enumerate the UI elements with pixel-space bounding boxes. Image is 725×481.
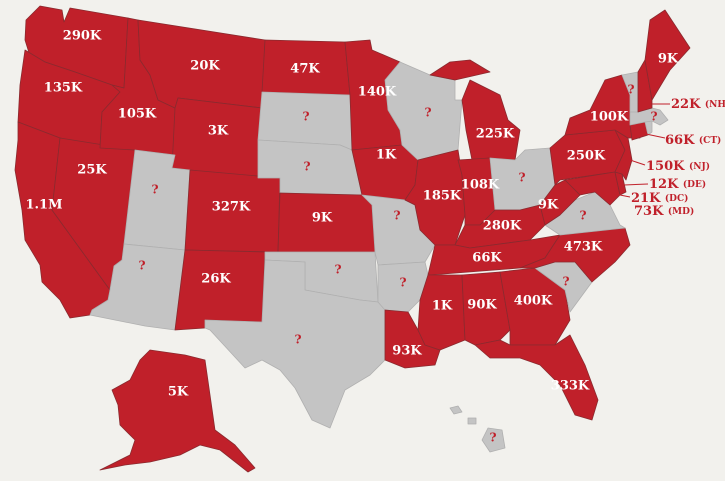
label-ne: ?	[303, 160, 310, 174]
state-nc[interactable]	[519, 227, 631, 283]
label-ga: 400K	[514, 294, 553, 309]
label-nc: 473K	[564, 240, 603, 255]
label-ma: ?	[650, 110, 657, 124]
label-ok: ?	[334, 263, 341, 277]
label-me: 9K	[658, 52, 679, 67]
state-vt[interactable]	[621, 71, 639, 113]
label-ar: ?	[399, 276, 406, 290]
label-wi: ?	[424, 106, 431, 120]
label-wv: 9K	[538, 198, 559, 213]
state-nm[interactable]	[174, 249, 266, 331]
label-co: 327K	[212, 200, 251, 215]
label-sc: ?	[562, 275, 569, 289]
label-mo: ?	[393, 209, 400, 223]
label-nd: 47K	[290, 62, 320, 77]
label-va: ?	[579, 209, 586, 223]
label-nm: 26K	[201, 272, 231, 287]
leader-ct	[645, 133, 666, 139]
label-nv: 25K	[77, 163, 107, 178]
state-fl[interactable]	[474, 334, 599, 421]
label-oh: ?	[518, 171, 525, 185]
state-mi[interactable]	[429, 59, 521, 161]
label-mi: 225K	[476, 127, 515, 142]
label-mn: 140K	[358, 85, 397, 100]
label-wa: 290K	[63, 29, 102, 44]
label-mt: 20K	[190, 59, 220, 74]
label-ks: 9K	[312, 211, 333, 226]
label-or: 135K	[44, 81, 83, 96]
leader-de	[623, 183, 649, 186]
label-ak: 5K	[168, 385, 189, 400]
state-me[interactable]	[644, 9, 691, 101]
label-pa: 250K	[567, 149, 606, 164]
callout-md: 73K (MD)	[634, 204, 694, 219]
state-labels: 290K 135K 1.1M 25K 105K 20K 3K ? ? 327K …	[25, 29, 678, 445]
state-ma[interactable]	[629, 107, 669, 126]
label-la: 93K	[392, 344, 422, 359]
label-tx: ?	[294, 333, 301, 347]
state-ak[interactable]	[99, 349, 256, 473]
label-ny: 100K	[590, 110, 629, 125]
state-ar[interactable]	[377, 261, 429, 313]
label-ky: 280K	[483, 219, 522, 234]
label-vt: ?	[627, 83, 634, 97]
small-state-callouts: 22K (NH) 66K (CT) 150K (NJ) 12K (DE) 21K…	[604, 97, 725, 219]
state-tx[interactable]	[204, 259, 386, 429]
leader-nj	[629, 159, 646, 166]
label-wy: 3K	[208, 124, 229, 139]
state-ms[interactable]	[417, 274, 466, 351]
label-id: 105K	[118, 107, 157, 122]
label-ms: 1K	[432, 299, 453, 314]
label-hi: ?	[489, 431, 496, 445]
callout-ct: 66K (CT)	[665, 133, 721, 148]
label-fl: 333K	[551, 379, 590, 394]
state-hi[interactable]	[449, 405, 506, 453]
callout-dc: 21K (DC)	[631, 191, 688, 206]
label-sd: ?	[302, 110, 309, 124]
label-ia: 1K	[376, 148, 397, 163]
state-shapes	[14, 5, 691, 473]
leader-dc	[604, 191, 631, 198]
label-ca: 1.1M	[25, 198, 62, 213]
label-tn: 66K	[472, 251, 502, 266]
state-nj[interactable]	[614, 129, 633, 181]
label-il: 185K	[423, 189, 462, 204]
label-az: ?	[138, 259, 145, 273]
callout-nj: 150K (NJ)	[646, 159, 710, 174]
callout-de: 12K (DE)	[649, 177, 706, 192]
label-al: 90K	[467, 298, 497, 313]
callout-nh: 22K (NH)	[671, 97, 725, 112]
label-ut: ?	[151, 183, 158, 197]
label-in: 108K	[461, 178, 500, 193]
